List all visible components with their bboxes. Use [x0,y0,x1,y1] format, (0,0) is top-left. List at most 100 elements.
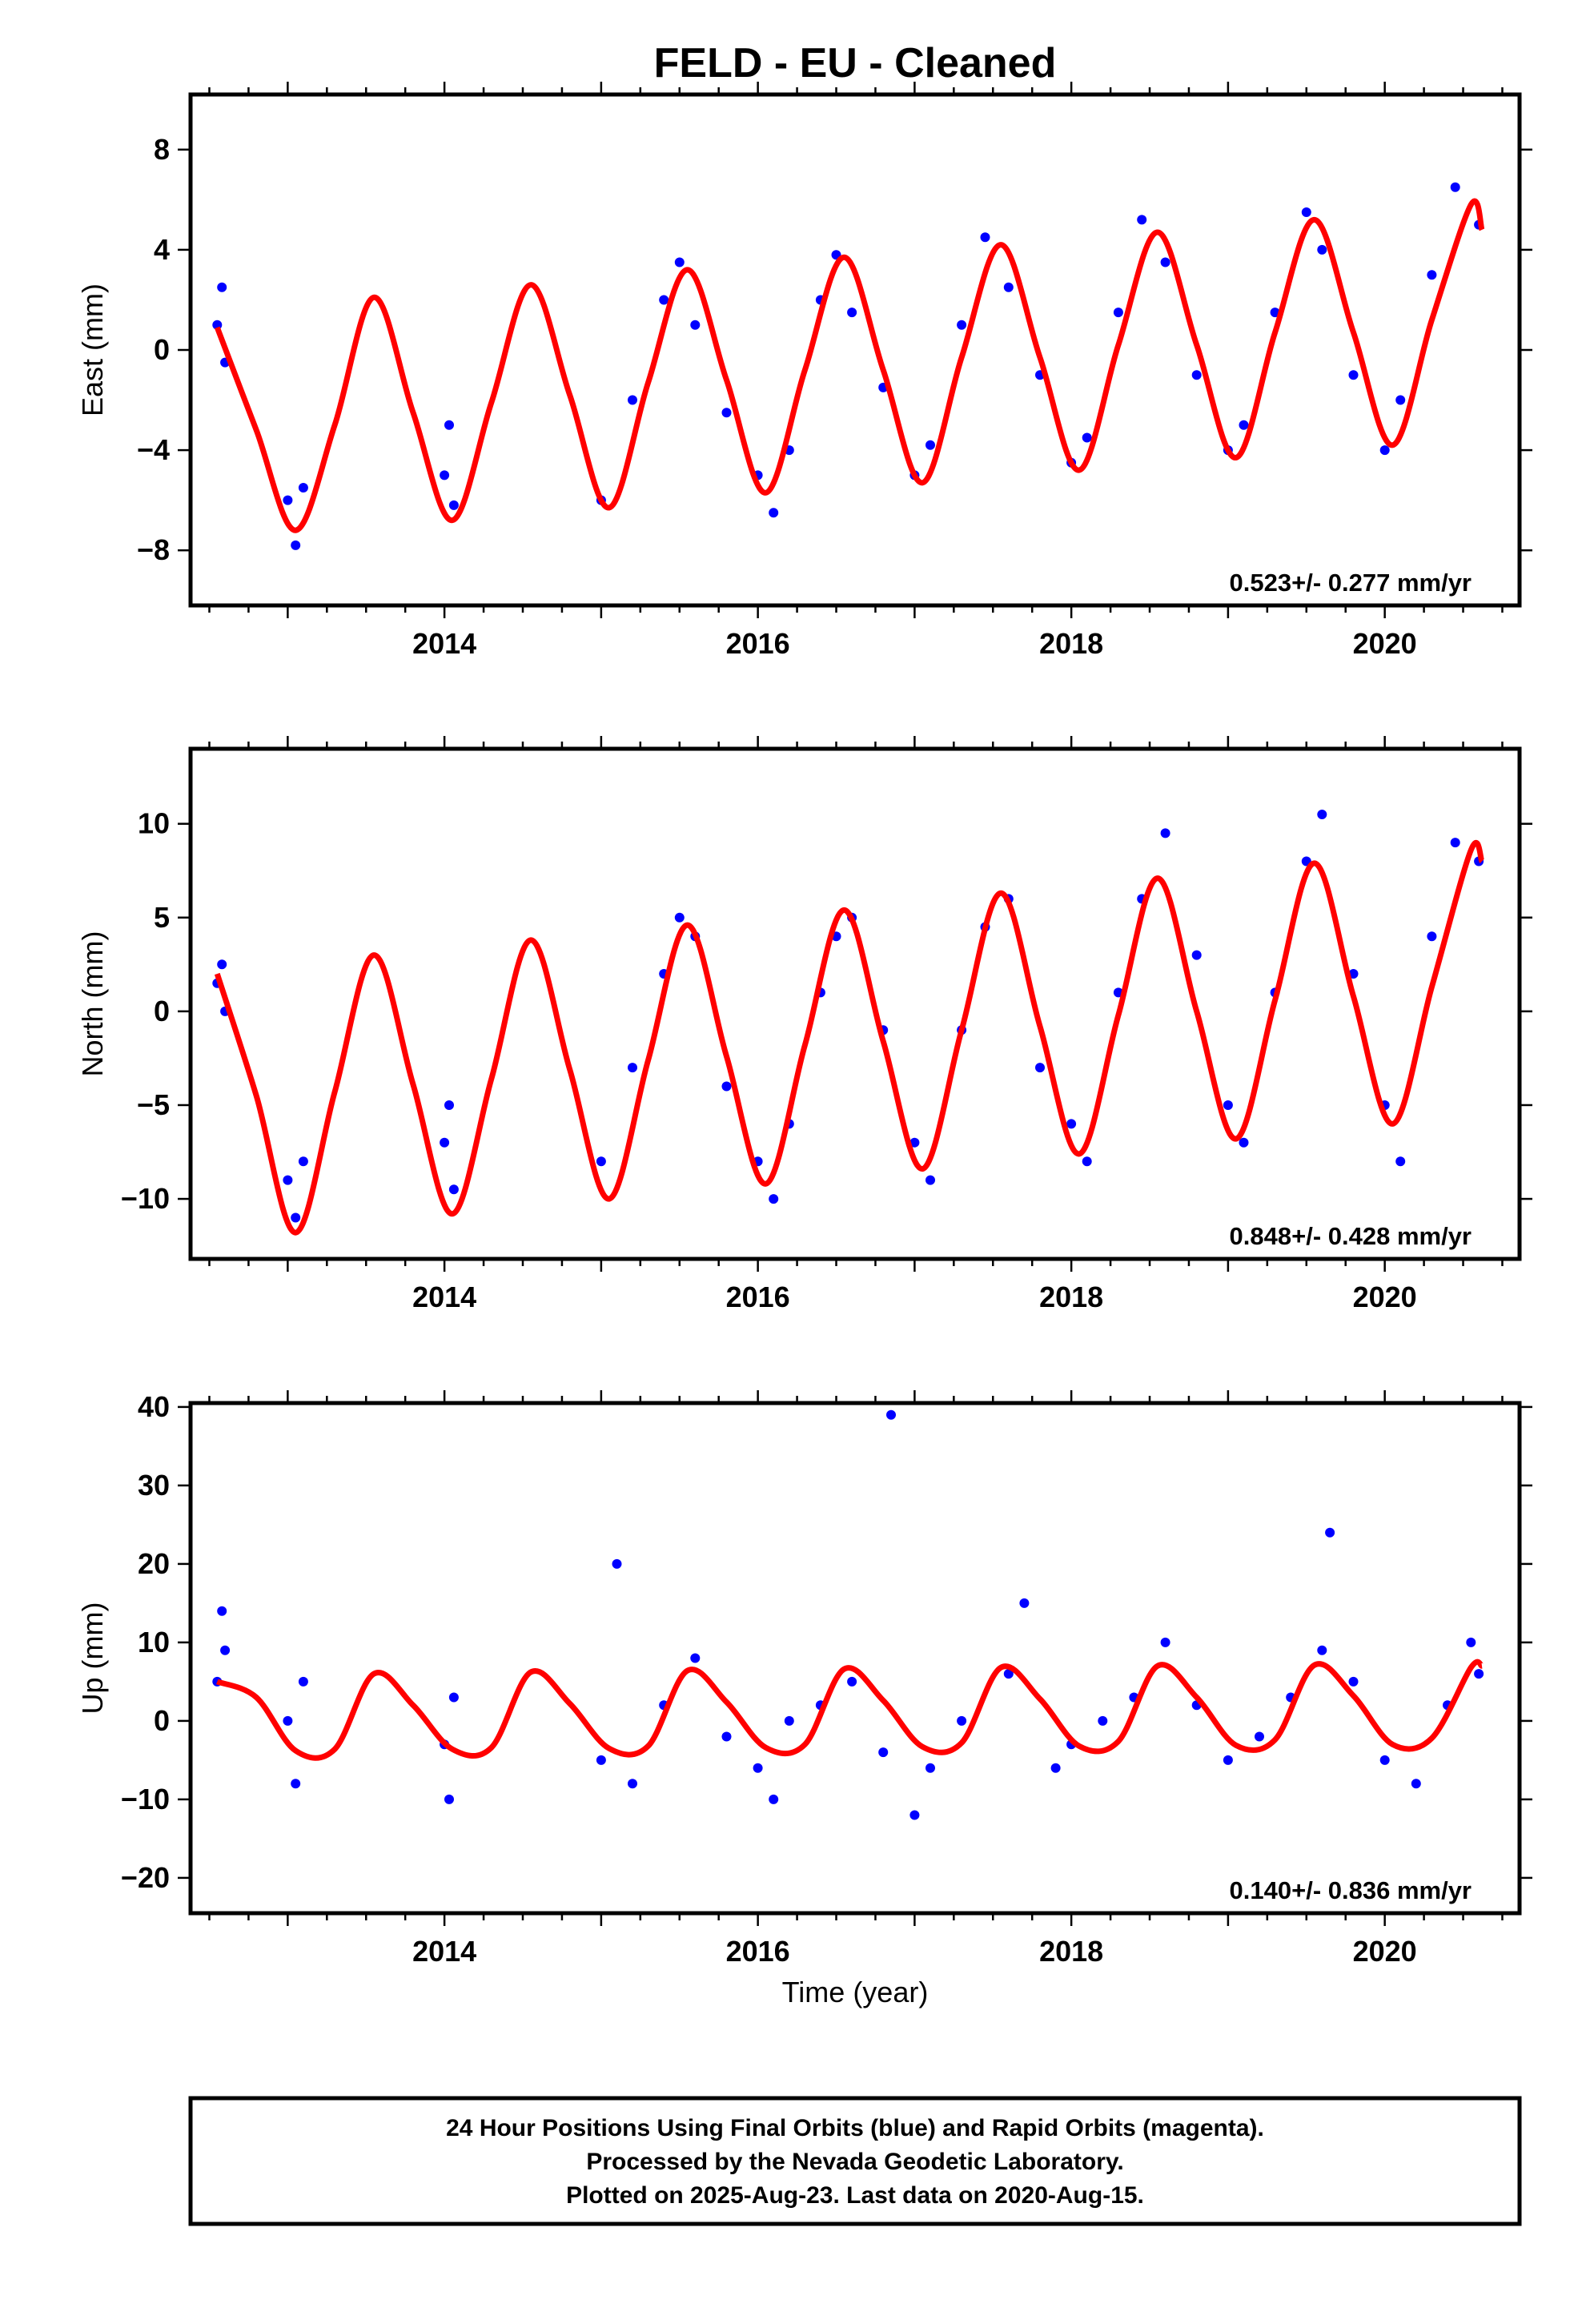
up-data-point [1050,1763,1061,1773]
east-data-point [440,470,450,480]
up-data-point [596,1755,606,1765]
north-data-point [1066,1119,1077,1129]
up-x-ticks: 2014 2016 2018 2020 [208,1390,1504,1968]
east-data-point [448,500,459,510]
up-x-tick-label: 2020 [1353,1935,1417,1968]
east-data-point [1395,395,1406,405]
up-data-point [283,1715,293,1726]
up-points [212,1409,1484,1820]
up-plot-border [188,1401,1522,1916]
north-x-tick-label: 2014 [412,1281,476,1313]
north-data-point [1223,1100,1233,1110]
east-frame [188,92,1522,608]
east-data-point [1239,420,1249,430]
east-data-point [444,420,454,430]
north-data-point [1191,950,1202,960]
north-data-point [448,1184,459,1195]
east-panel: 2014 2016 2018 2020 −8 −4 0 4 8 East (mm) 0.523… [76,82,1532,660]
north-data-point [1395,1156,1406,1167]
up-data-point [1003,1669,1014,1679]
up-data-point [1223,1755,1233,1765]
east-data-point [1348,370,1359,380]
north-data-point [283,1175,293,1185]
up-x-tick-label: 2016 [726,1935,790,1968]
north-y-ticks: −10 −5 0 5 10 [121,807,1532,1215]
north-velocity-text: 0.848+/- 0.428 mm/yr [1230,1222,1472,1250]
north-plot-border [188,746,1522,1261]
up-data-point [909,1810,920,1820]
east-data-point [1003,282,1014,292]
north-y-tick-label: 0 [154,995,170,1027]
up-y-axis-label: Up (mm) [76,1602,109,1715]
up-panel: 2014 2016 2018 2020 −20 −10 0 10 20 30 40 Up (mm)… [76,1390,1532,1968]
north-data-point [926,1175,935,1185]
north-data-point [1239,1137,1249,1148]
north-panel: 2014 2016 2018 2020 −10 −5 0 5 10 North (mm) 0.… [76,736,1532,1313]
up-data-point [1317,1645,1327,1655]
north-data-point [1160,828,1170,838]
footer-line-2: Processed by the Nevada Geodetic Laborat… [586,2149,1123,2175]
east-data-point [1191,370,1202,380]
east-data-point [1427,270,1437,280]
east-y-tick-label: −4 [137,433,170,466]
east-velocity-text: 0.523+/- 0.277 mm/yr [1230,569,1472,597]
east-y-tick-label: −8 [137,533,170,566]
footer-line-1: 24 Hour Positions Using Final Orbits (bl… [446,2115,1264,2141]
up-data-point [847,1676,857,1687]
north-data-point [217,959,227,970]
east-data-point [283,495,293,505]
east-x-tick-label: 2016 [726,627,790,660]
east-data-point [769,508,779,518]
north-y-axis-label: North (mm) [76,931,109,1077]
up-y-ticks: −20 −10 0 10 20 30 40 [121,1390,1532,1894]
up-data-point [1019,1598,1030,1608]
up-data-point [769,1794,779,1804]
up-data-point [886,1409,896,1420]
east-y-tick-label: 4 [154,233,170,266]
east-data-point [721,408,732,418]
up-y-tick-label: 0 [154,1704,170,1737]
footer-frame [188,2096,1522,2226]
east-data-point [1301,207,1311,217]
x-axis-label: Time (year) [782,1976,929,2008]
north-y-tick-label: −10 [121,1182,170,1215]
north-fit-curve [214,839,1485,1236]
north-fit-line [214,839,1485,1236]
up-data-point [1411,1779,1421,1789]
east-data-point [674,257,685,267]
up-data-point [784,1715,794,1726]
up-data-point [444,1794,454,1804]
north-data-point [628,1063,637,1073]
east-data-point [291,540,301,550]
chart-title: FELD - EU - Cleaned [654,40,1057,86]
north-data-point [769,1194,779,1204]
footer-line-3: Plotted on 2025-Aug-23. Last data on 202… [566,2182,1144,2209]
east-data-point [690,320,701,330]
north-data-point [298,1156,308,1167]
up-data-point [690,1653,701,1663]
east-y-axis-label: East (mm) [76,283,109,416]
north-data-point [1035,1063,1045,1073]
north-data-point [721,1081,732,1092]
east-y-tick-label: 0 [154,333,170,366]
east-fit-curve [215,198,1485,533]
east-data-point [1082,432,1092,443]
north-data-point [596,1156,606,1167]
north-data-point [444,1100,454,1110]
east-data-point [628,395,637,405]
north-y-tick-label: 10 [138,807,170,840]
up-data-point [926,1763,935,1773]
east-points [212,182,1484,550]
east-data-point [1160,257,1170,267]
north-frame [188,746,1522,1261]
up-data-point [878,1747,889,1758]
east-data-point [298,483,308,493]
east-data-point [1113,308,1123,318]
up-y-tick-label: 20 [138,1547,170,1580]
up-data-point [628,1779,637,1789]
north-data-point [1082,1156,1092,1167]
east-data-point [980,232,990,243]
north-points [212,810,1484,1223]
east-data-point [926,440,935,450]
